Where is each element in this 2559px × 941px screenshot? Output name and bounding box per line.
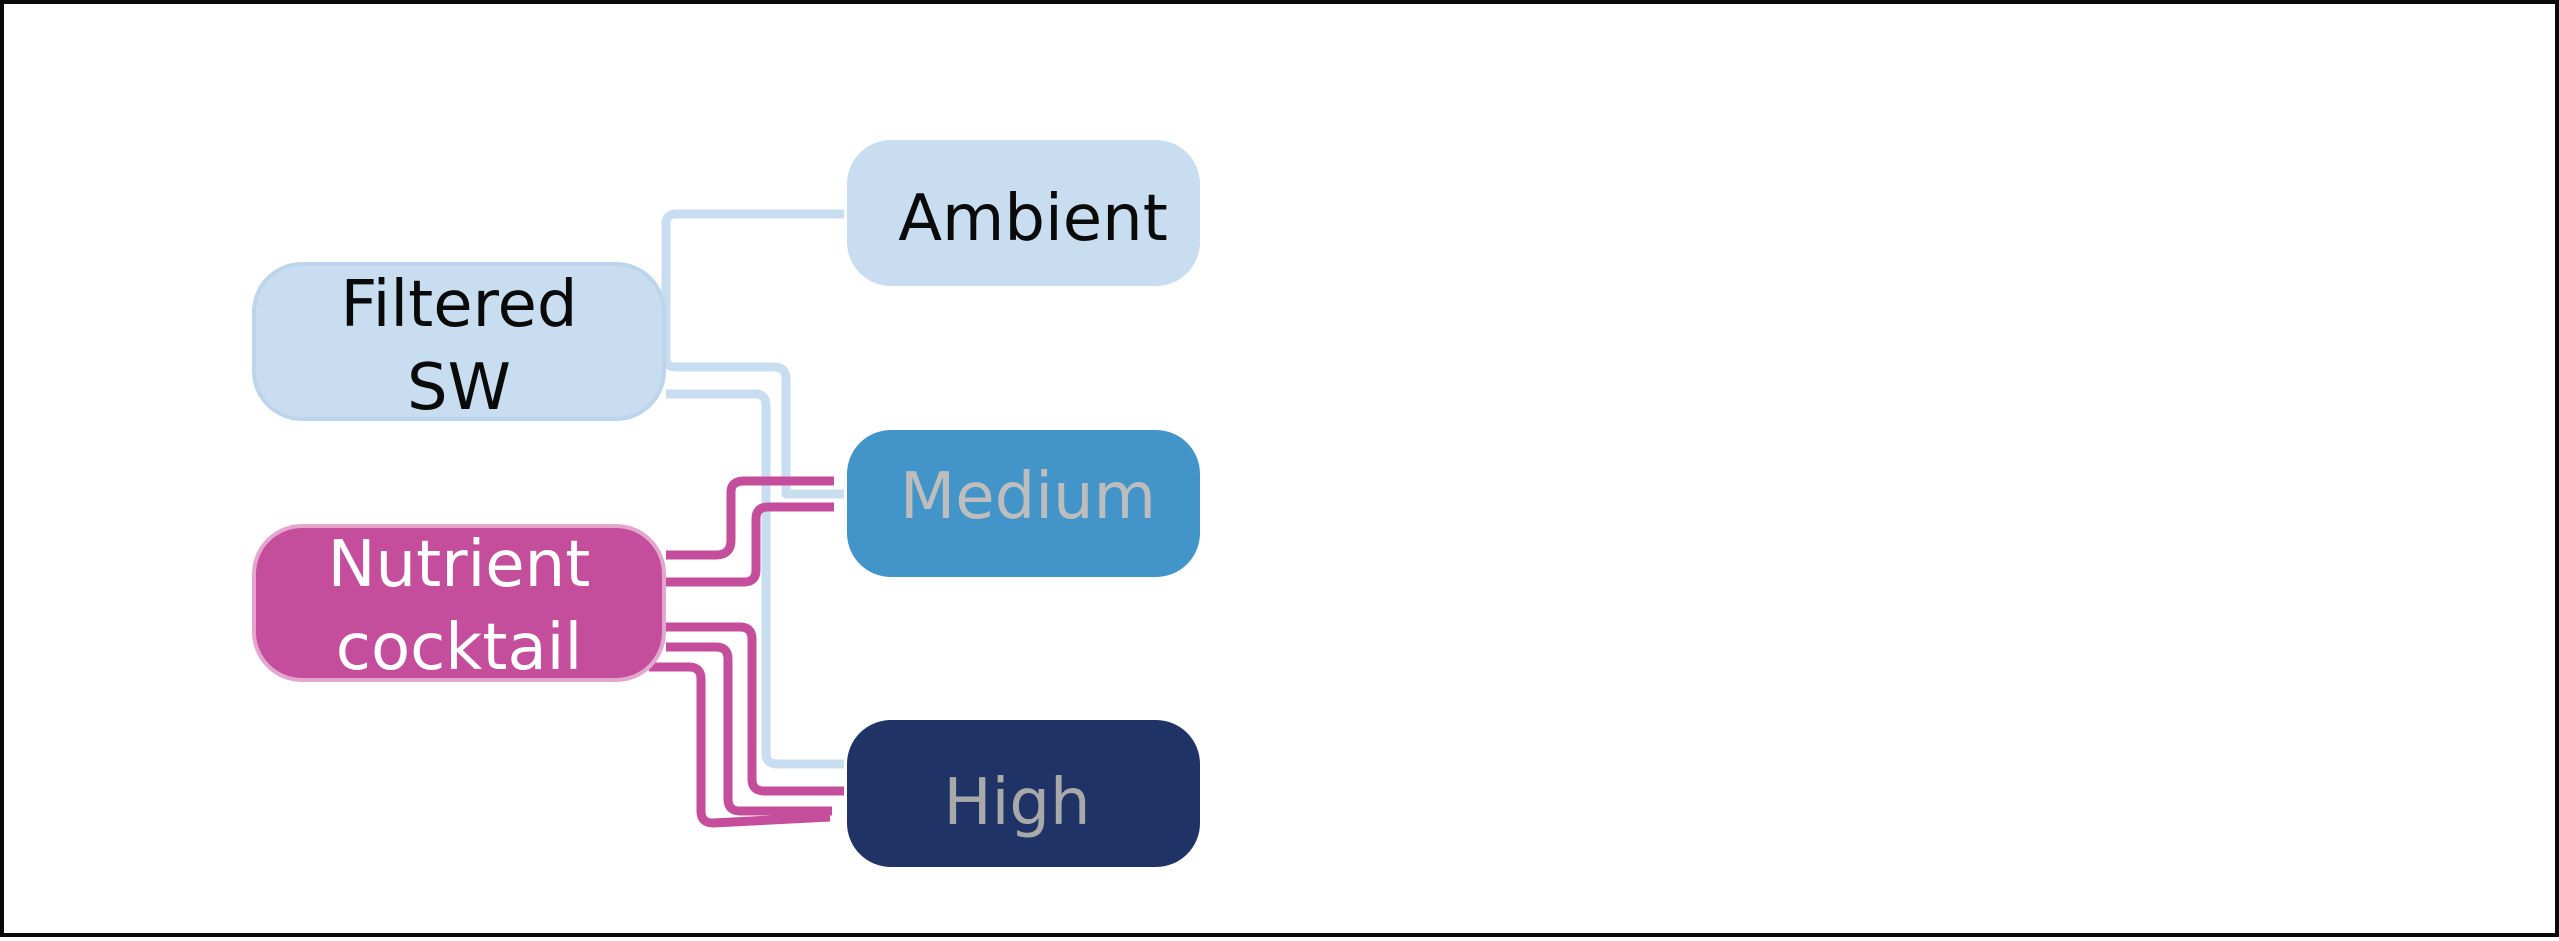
ambient-box <box>847 140 1200 286</box>
connector-filtered-to-medium <box>661 354 844 499</box>
node-ambient: Ambient <box>847 140 1200 286</box>
high-box <box>847 720 1200 867</box>
connector-nutrient-to-medium-2 <box>666 502 834 587</box>
filtered-sw-label-line1: Filtered <box>340 268 577 342</box>
filtered-sw-box <box>252 262 666 421</box>
connector-nutrient-to-high-2 <box>666 642 832 816</box>
node-high: High <box>847 720 1200 867</box>
high-label: High <box>943 766 1090 840</box>
seawater-connectors <box>661 209 844 769</box>
connector-filtered-to-ambient <box>661 209 844 369</box>
connector-nutrient-to-high-1 <box>666 622 844 796</box>
ambient-label: Ambient <box>898 182 1168 256</box>
treatment-diagram: Filtered SW Nutrient cocktail Ambient Me… <box>252 140 1200 867</box>
connector-filtered-to-high <box>666 389 844 769</box>
nutrient-cocktail-box <box>252 524 666 682</box>
connector-nutrient-to-medium-1 <box>666 476 834 560</box>
nutrient-connectors <box>649 476 844 828</box>
nutrient-cocktail-label-line2: cocktail <box>336 611 582 685</box>
nutrient-cocktail-label-line1: Nutrient <box>328 528 591 602</box>
connector-nutrient-to-high-3 <box>649 662 831 828</box>
filtered-sw-label-line2: SW <box>407 351 511 425</box>
node-medium: Medium <box>847 430 1200 577</box>
node-nutrient-cocktail: Nutrient cocktail <box>252 524 666 685</box>
medium-box <box>847 430 1200 577</box>
medium-label: Medium <box>900 460 1156 534</box>
node-filtered-sw: Filtered SW <box>252 262 666 425</box>
